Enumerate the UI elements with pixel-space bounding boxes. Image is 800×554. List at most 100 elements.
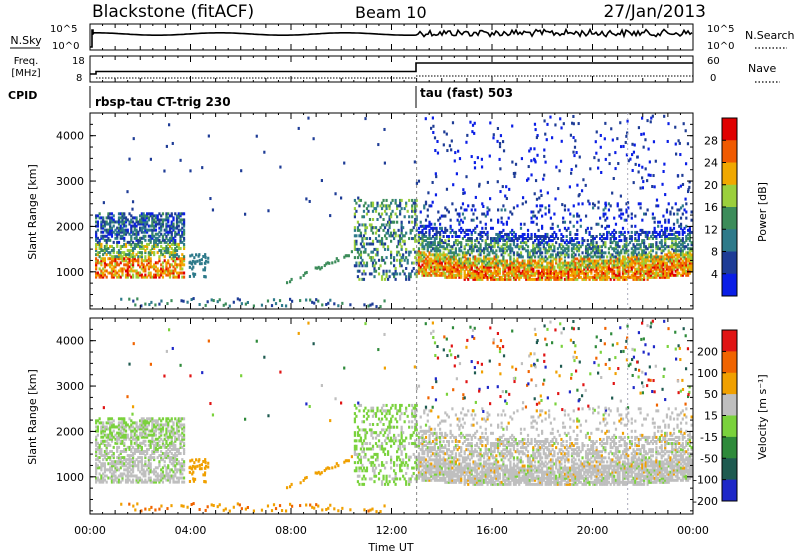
- power-cell: [576, 265, 579, 269]
- power-cell: [653, 234, 656, 238]
- power-cell: [498, 249, 501, 253]
- power-cell: [167, 123, 171, 127]
- velocity-cell: [144, 456, 147, 460]
- power-cell: [499, 190, 502, 194]
- power-cell: [614, 263, 618, 267]
- power-cell: [540, 257, 544, 261]
- power-cell: [562, 265, 565, 269]
- power-cell: [343, 161, 346, 165]
- velocity-cell: [156, 478, 159, 482]
- velocity-cell: [128, 460, 131, 464]
- power-cell: [655, 251, 658, 255]
- velocity-cell: [130, 429, 133, 433]
- power-cell: [105, 244, 108, 248]
- power-cell: [634, 232, 637, 236]
- power-cell: [463, 208, 466, 212]
- power-cell: [386, 247, 390, 251]
- velocity-cell: [142, 417, 145, 421]
- power-cell: [454, 251, 458, 255]
- power-cell: [639, 275, 642, 279]
- power-cell: [154, 303, 157, 307]
- power-cell: [497, 243, 500, 247]
- power-cell: [475, 267, 479, 271]
- power-cell: [586, 265, 589, 269]
- power-cell: [465, 251, 468, 255]
- power-cell: [431, 200, 434, 204]
- power-cell: [495, 265, 498, 269]
- velocity-cell: [109, 435, 112, 439]
- power-cell: [519, 251, 523, 255]
- power-cell: [486, 269, 489, 273]
- power-cell: [509, 271, 512, 275]
- power-cell: [377, 234, 381, 238]
- power-cell: [382, 258, 385, 262]
- velocity-cell: [103, 456, 107, 460]
- power-cell: [509, 245, 512, 249]
- velocity-cell: [105, 474, 108, 478]
- power-cell: [528, 259, 531, 263]
- power-cell: [558, 263, 561, 267]
- power-cell: [597, 261, 600, 265]
- power-cell: [149, 212, 152, 216]
- power-cell: [646, 247, 649, 251]
- power-cell: [512, 239, 516, 243]
- power-cell: [655, 234, 658, 238]
- velocity-cell: [130, 423, 133, 427]
- power-cell: [546, 257, 549, 261]
- velocity-cell: [154, 425, 158, 429]
- power-cell: [507, 275, 510, 279]
- power-cell: [613, 232, 616, 236]
- power-cell: [502, 269, 505, 273]
- power-cell: [491, 265, 494, 269]
- power-cell: [576, 273, 579, 277]
- power-cell: [438, 265, 442, 269]
- power-cell: [435, 265, 438, 269]
- power-cell: [616, 257, 619, 261]
- power-cell: [467, 259, 470, 263]
- power-cell: [672, 226, 676, 230]
- power-cell: [558, 267, 561, 271]
- power-cell: [527, 177, 530, 181]
- power-cell: [100, 220, 103, 224]
- power-cell: [417, 241, 421, 245]
- power-cell: [608, 162, 611, 166]
- power-cell: [678, 271, 681, 275]
- power-cell: [579, 218, 582, 222]
- power-cell: [669, 271, 672, 275]
- power-cell: [607, 230, 611, 234]
- power-cell: [628, 237, 632, 241]
- power-cell: [110, 226, 114, 230]
- power-cell: [437, 263, 440, 267]
- velocity-cell: [110, 435, 114, 439]
- power-cell: [486, 243, 489, 247]
- power-cell: [627, 265, 630, 269]
- power-cell: [498, 271, 501, 275]
- power-cell: [153, 263, 156, 267]
- power-cell: [555, 269, 558, 273]
- power-cell: [576, 245, 579, 249]
- power-cell: [549, 259, 552, 263]
- power-cell: [374, 226, 378, 230]
- power-cell: [394, 212, 397, 216]
- power-cell: [448, 144, 452, 148]
- power-cell: [496, 127, 500, 131]
- power-cell: [582, 178, 585, 182]
- velocity-cell: [110, 464, 114, 468]
- power-cell: [593, 277, 596, 281]
- power-cell: [679, 243, 683, 247]
- power-cell: [632, 255, 635, 259]
- power-cell: [539, 253, 542, 257]
- power-cell: [362, 204, 366, 208]
- power-cell: [396, 253, 399, 257]
- power-cell: [455, 172, 458, 176]
- power-cell: [637, 265, 640, 269]
- power-cell: [146, 275, 149, 279]
- power-cell: [674, 202, 677, 206]
- power-cell: [570, 247, 574, 251]
- power-cell: [117, 253, 121, 257]
- power-cell: [634, 261, 637, 265]
- velocity-cell: [123, 456, 126, 460]
- power-cell: [544, 249, 547, 253]
- power-cell: [532, 253, 535, 257]
- power-cell: [177, 242, 180, 246]
